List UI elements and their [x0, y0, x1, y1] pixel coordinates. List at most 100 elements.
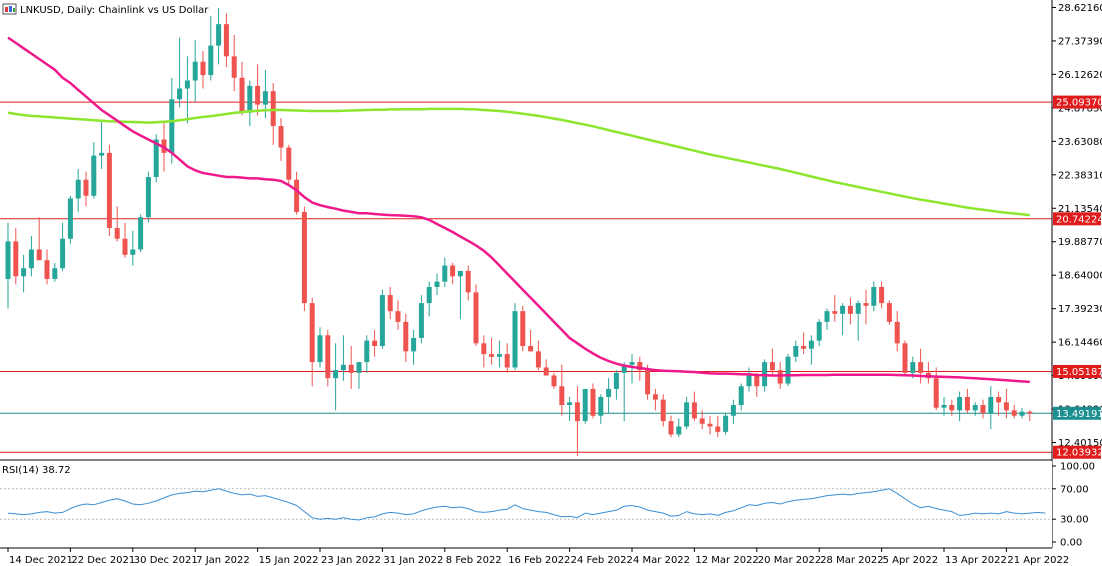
candle	[75, 168, 81, 212]
price-tick-label: 26.12620	[1058, 70, 1102, 81]
candle	[613, 370, 619, 400]
candle	[754, 372, 760, 397]
candle	[442, 257, 448, 287]
candle	[621, 362, 627, 422]
rsi-pane[interactable]: RSI(14) 38.72 100.00 70.00 30.00 0.00	[0, 461, 1095, 549]
candle	[465, 265, 471, 301]
candle	[52, 262, 58, 282]
candle	[356, 362, 362, 389]
candle	[808, 335, 814, 365]
candle	[278, 118, 284, 161]
time-tick-label: 4 Mar 2022	[633, 555, 690, 566]
candle	[473, 284, 479, 347]
candle	[333, 343, 339, 411]
level-price-label: 25.09370	[1053, 95, 1102, 109]
candle	[785, 354, 791, 387]
price-tick-label: 28.62160	[1058, 3, 1102, 14]
candle	[871, 281, 877, 312]
candle	[590, 383, 596, 419]
time-tick-label: 24 Feb 2022	[571, 555, 633, 566]
candle	[270, 83, 276, 145]
candle	[216, 8, 222, 65]
candle	[208, 16, 214, 81]
candle	[177, 37, 183, 108]
candle	[450, 262, 456, 285]
candle	[840, 303, 846, 336]
price-pane[interactable]	[0, 0, 1052, 460]
candle	[99, 120, 105, 169]
price-tick-label: 16.14460	[1058, 338, 1102, 349]
rsi-tick-label: 0.00	[1060, 538, 1082, 549]
price-tick-label: 19.88770	[1058, 237, 1102, 248]
rsi-axis-ticks: 100.00 70.00 30.00 0.00	[1052, 462, 1095, 549]
candle	[1011, 405, 1017, 419]
candle	[699, 410, 705, 430]
candle	[793, 340, 799, 363]
candle	[863, 289, 869, 325]
svg-text:20.74224: 20.74224	[1056, 214, 1102, 225]
candle	[535, 340, 541, 371]
candle	[941, 396, 947, 416]
candle	[83, 171, 89, 207]
time-tick-label: 30 Dec 2021	[134, 555, 198, 566]
price-axis[interactable]: 28.62160 27.37390 26.12620 24.87850 23.63080…	[1051, 0, 1102, 548]
time-tick-label: 21 Apr 2022	[1007, 555, 1069, 566]
candle	[972, 402, 978, 416]
candle	[949, 399, 955, 416]
candle	[879, 281, 885, 309]
candle	[824, 308, 830, 330]
candle	[348, 346, 354, 389]
candle	[504, 343, 510, 373]
rsi-line	[7, 488, 1046, 521]
candle	[902, 340, 908, 376]
candle	[457, 270, 463, 320]
candle	[551, 372, 557, 389]
candle	[122, 222, 128, 258]
time-tick-label: 8 Feb 2022	[446, 555, 502, 566]
moving-average-pink	[7, 36, 1030, 384]
candle	[801, 332, 807, 355]
svg-text:13.49191: 13.49191	[1056, 409, 1102, 420]
candle	[652, 388, 658, 411]
time-tick-label: 20 Mar 2022	[758, 555, 821, 566]
candle	[528, 329, 534, 352]
candle	[933, 367, 939, 411]
candle	[730, 399, 736, 424]
candle	[5, 222, 11, 309]
time-tick-label: 12 Mar 2022	[695, 555, 758, 566]
candle	[138, 214, 144, 253]
time-tick-label: 15 Jan 2022	[259, 555, 319, 566]
time-tick-label: 14 Dec 2021	[9, 555, 73, 566]
level-labels: 25.09370 20.74224 15.05187 12.03932 13.49191	[1053, 95, 1102, 459]
candle	[855, 300, 861, 341]
candle	[395, 300, 401, 330]
candle	[598, 394, 604, 424]
candle	[223, 13, 229, 68]
candle	[746, 367, 752, 392]
candle	[1027, 410, 1033, 422]
candle	[130, 230, 136, 266]
rsi-pane-background	[0, 461, 1052, 548]
candle	[301, 206, 307, 312]
level-price-label: 13.49191	[1053, 406, 1102, 420]
candle	[434, 273, 440, 296]
price-tick-label: 17.39230	[1058, 304, 1102, 315]
time-tick-label: 5 Apr 2022	[883, 555, 938, 566]
candle	[769, 348, 775, 376]
time-tick-label: 28 Mar 2022	[820, 555, 883, 566]
candle	[660, 394, 666, 427]
candle	[918, 348, 924, 384]
time-tick-label: 7 Jan 2022	[196, 555, 250, 566]
level-price-label: 20.74224	[1053, 212, 1102, 226]
candle	[715, 415, 721, 438]
candle	[192, 40, 198, 102]
candle	[309, 297, 315, 387]
time-tick-label: 13 Apr 2022	[945, 555, 1007, 566]
time-tick-label: 22 Dec 2021	[71, 555, 135, 566]
candle	[1019, 407, 1025, 419]
candle	[574, 386, 580, 456]
rsi-tick-label: 100.00	[1060, 462, 1095, 473]
candle	[684, 396, 690, 430]
